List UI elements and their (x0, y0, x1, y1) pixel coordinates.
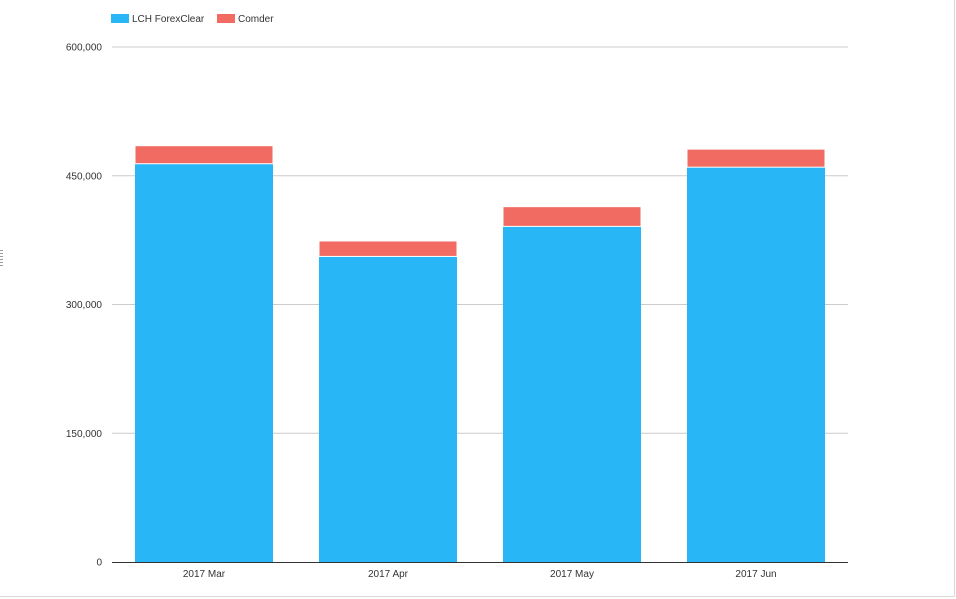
y-tick-label: 150,000 (66, 429, 103, 440)
bar-comder-4[interactable] (686, 148, 826, 168)
bar-comder-2[interactable] (318, 240, 458, 257)
legend: LCH ForexClear Comder (111, 14, 274, 25)
bar-lch-forexclear-2[interactable] (319, 256, 457, 562)
y-tick-label: 450,000 (66, 171, 103, 182)
x-tick-label: 2017 Mar (183, 569, 226, 580)
y-tick-label: 600,000 (66, 43, 103, 54)
bar-lch-forexclear-3[interactable] (503, 226, 641, 562)
x-tick-label: 2017 Jun (735, 569, 776, 580)
bars (134, 145, 826, 562)
y-tick-label: 300,000 (66, 300, 103, 311)
legend-label-2[interactable]: Comder (238, 14, 274, 25)
y-axis-ticks: 0 150,000 300,000 450,000 600,000 (66, 43, 103, 569)
y-tick-label: 0 (96, 558, 102, 569)
x-tick-label: 2017 Apr (368, 569, 409, 580)
x-axis: 2017 Mar 2017 Apr 2017 May 2017 Jun (112, 562, 848, 580)
resize-handle[interactable] (0, 250, 3, 266)
legend-swatch-2[interactable] (217, 14, 235, 23)
legend-label-1[interactable]: LCH ForexClear (132, 14, 205, 25)
bar-lch-forexclear-4[interactable] (687, 167, 825, 562)
legend-swatch-1[interactable] (111, 14, 129, 23)
x-tick-label: 2017 May (550, 569, 594, 580)
bar-comder-1[interactable] (134, 145, 274, 165)
bar-comder-3[interactable] (502, 206, 642, 227)
bar-lch-forexclear-1[interactable] (135, 163, 273, 562)
